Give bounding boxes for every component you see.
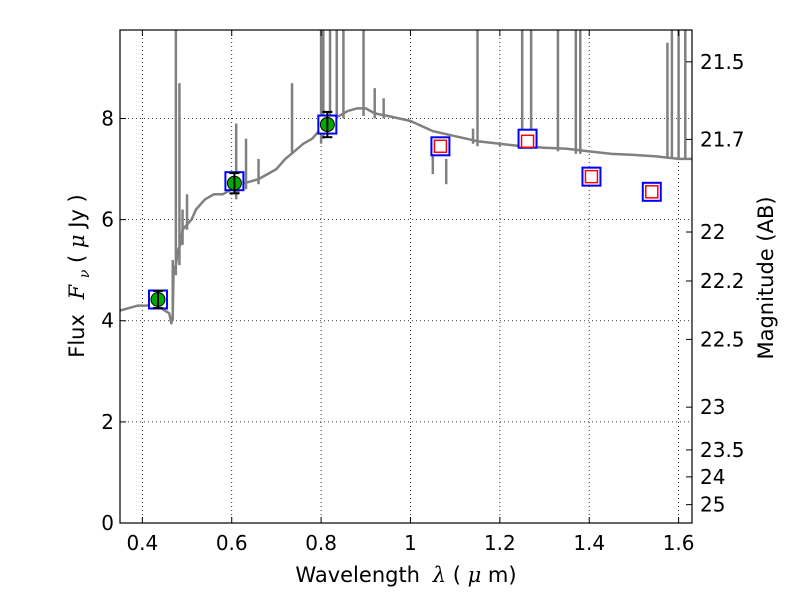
- x-tick-label: 1.4: [573, 531, 605, 555]
- template-spectrum-line: [120, 107, 692, 325]
- x-tick-label: 1.2: [484, 531, 516, 555]
- nir-photometry-marker: [584, 169, 599, 184]
- y2-axis-label: Magnitude (AB): [754, 196, 778, 359]
- grid: [120, 30, 692, 524]
- y2-tick-label: 23: [700, 395, 725, 419]
- y-tick-label: 0: [101, 511, 114, 535]
- x-tick-label: 1: [404, 531, 417, 555]
- axis-ticks: 0.4 0.6 0.8 1 1.2 1.4 1.60246821.521.72222.222…: [101, 30, 745, 555]
- y2-tick-label: 22.2: [700, 269, 745, 293]
- y2-tick-label: 21.5: [700, 50, 745, 74]
- y-tick-label: 4: [101, 309, 114, 333]
- data-points: [147, 110, 662, 310]
- y2-tick-label: 21.7: [700, 127, 745, 151]
- x-axis-label: Wavelength λ ( μ m): [295, 563, 516, 587]
- plot-frame: [119, 29, 693, 524]
- y-tick-label: 6: [101, 208, 114, 232]
- y2-tick-label: 24: [700, 465, 725, 489]
- y-tick-label: 8: [101, 106, 114, 130]
- nir-photometry-marker: [520, 134, 535, 148]
- y-axis-label-prefix: Flux: [65, 314, 89, 358]
- model-photometry-box: [430, 136, 451, 157]
- y2-tick-label: 25: [700, 493, 725, 517]
- y-axis-label-symbol: F: [65, 283, 89, 300]
- y-axis-label-unit-mu: μ: [65, 234, 89, 248]
- y-axis-label-unit-rest: Jy ): [65, 194, 89, 230]
- x-axis-label-unit-open: (: [453, 563, 461, 587]
- x-axis-label-unit-mu: μ: [468, 563, 482, 587]
- model-photometry-box: [641, 181, 662, 202]
- y2-tick-label: 22.5: [700, 327, 745, 351]
- x-axis-label-prefix: Wavelength: [295, 563, 420, 587]
- template-spectrum: [120, 30, 692, 325]
- y2-tick-label: 23.5: [700, 438, 745, 462]
- x-tick-label: 1.6: [663, 531, 695, 555]
- y-axis-label-unit-open: (: [65, 248, 89, 263]
- nir-photometry-marker: [433, 139, 448, 154]
- y-axis-label-subscript: ν: [77, 269, 93, 278]
- y-tick-label: 2: [101, 410, 114, 434]
- x-tick-label: 0.8: [305, 531, 337, 555]
- x-tick-label: 0.6: [216, 531, 248, 555]
- y2-tick-label: 22: [700, 220, 725, 244]
- x-tick-label: 0.4: [126, 531, 158, 555]
- y-axis-label: Flux F ν ( μ Jy ): [65, 194, 94, 358]
- x-axis-label-unit-rest: m): [488, 563, 517, 587]
- nir-photometry-marker: [645, 185, 659, 199]
- x-axis-label-symbol: λ: [432, 563, 446, 587]
- model-photometry-box: [581, 166, 602, 187]
